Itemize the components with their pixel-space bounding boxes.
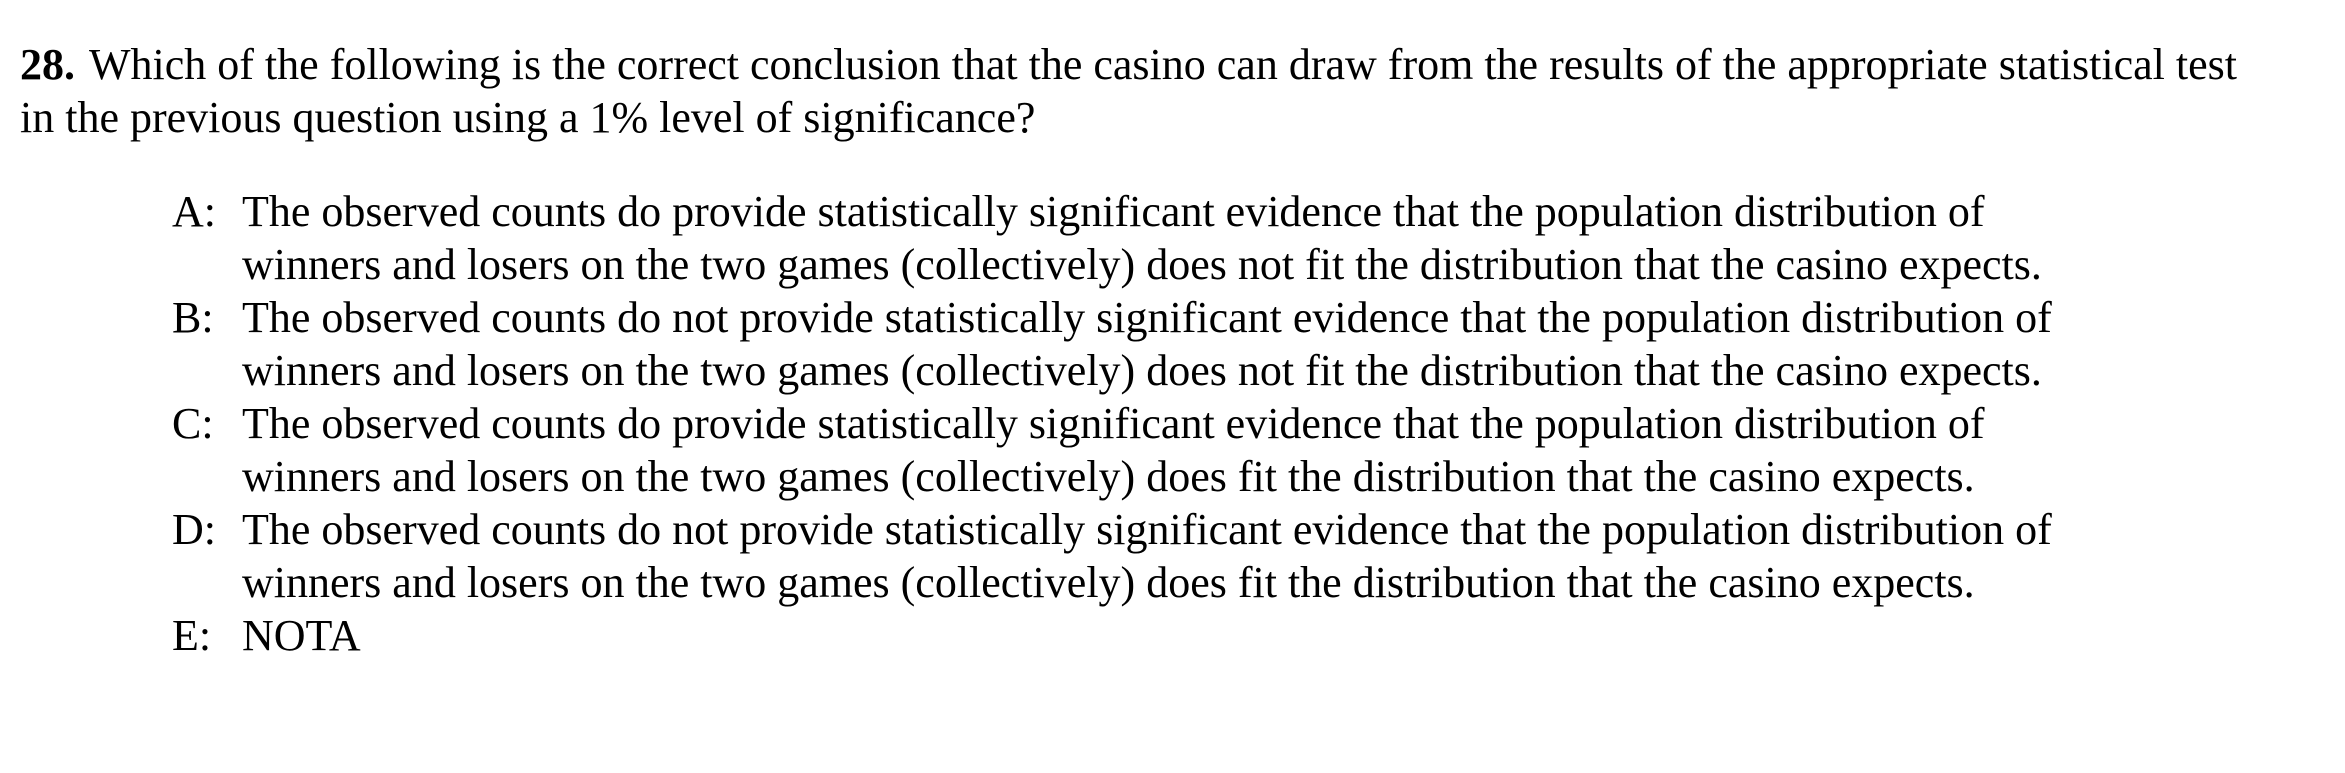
answer-choices: A: The observed counts do provide statis… [172, 185, 2272, 662]
question-text: Which of the following is the correct co… [20, 40, 2237, 142]
question-number: 28. [20, 40, 75, 89]
choice-letter: E: [172, 611, 212, 660]
choice-b: B: The observed counts do not provide st… [172, 291, 2272, 397]
choice-letter: A: [172, 187, 216, 236]
choice-letter: C: [172, 399, 214, 448]
choice-text: The observed counts do not provide stati… [242, 505, 2052, 607]
choice-letter: D: [172, 505, 216, 554]
choice-text: The observed counts do provide statistic… [242, 399, 1985, 501]
choice-letter: B: [172, 293, 214, 342]
choice-e: E: NOTA [172, 609, 2272, 662]
choice-text: The observed counts do provide statistic… [242, 187, 2042, 289]
choice-c: C: The observed counts do provide statis… [172, 397, 2272, 503]
choice-a: A: The observed counts do provide statis… [172, 185, 2272, 291]
choice-d: D: The observed counts do not provide st… [172, 503, 2272, 609]
choice-text: NOTA [242, 611, 361, 660]
choice-text: The observed counts do not provide stati… [242, 293, 2052, 395]
question-stem: 28. Which of the following is the correct… [20, 38, 2260, 144]
